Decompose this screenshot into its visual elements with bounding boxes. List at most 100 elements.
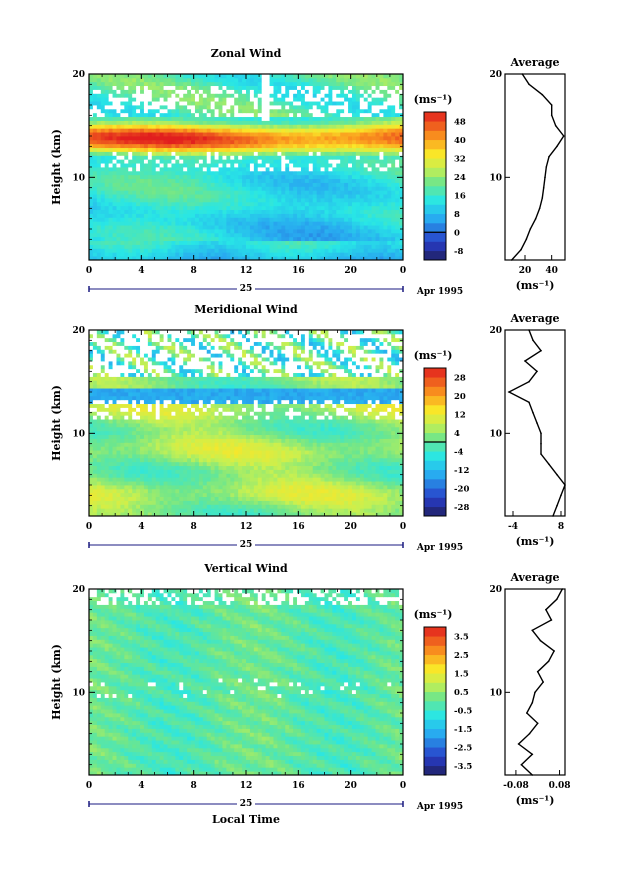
heatmap-cell	[285, 139, 290, 145]
heatmap-cell	[320, 229, 325, 234]
heatmap-cell	[179, 105, 184, 110]
heatmap-cell	[89, 477, 94, 482]
heatmap-cell	[210, 194, 216, 199]
heatmap-cell	[399, 236, 404, 242]
heatmap-cell	[140, 132, 145, 137]
heatmap-cell	[355, 167, 361, 172]
heatmap-cell	[159, 105, 164, 110]
heatmap-cell	[320, 481, 325, 486]
heatmap-cell	[159, 174, 164, 180]
heatmap-cell	[300, 477, 306, 482]
heatmap-cell	[340, 190, 345, 195]
heatmap-cell	[147, 163, 153, 168]
heatmap-cell	[277, 74, 282, 79]
heatmap-cell	[300, 124, 306, 129]
heatmap-cell	[312, 488, 318, 494]
heatmap-cell	[175, 236, 180, 242]
heatmap-cell	[112, 155, 117, 160]
heatmap-cell	[297, 500, 302, 505]
heatmap-cell	[363, 225, 369, 230]
heatmap-cell	[242, 151, 247, 156]
heatmap-cell	[281, 473, 286, 478]
heatmap-cell	[391, 170, 396, 176]
heatmap-cell	[293, 256, 298, 261]
heatmap-cell	[151, 504, 157, 509]
heatmap-cell	[132, 201, 137, 207]
heatmap-cell	[269, 174, 274, 180]
heatmap-cell	[194, 124, 200, 129]
heatmap-cell	[348, 178, 353, 183]
heatmap-cell	[171, 508, 176, 513]
heatmap-cell	[234, 512, 239, 517]
heatmap-cell	[253, 178, 259, 183]
heatmap-cell	[312, 244, 318, 249]
heatmap-cell	[297, 256, 302, 261]
heatmap-cell	[92, 120, 98, 125]
heatmap-cell	[246, 112, 251, 118]
heatmap-cell	[214, 101, 219, 106]
heatmap-cell	[147, 93, 153, 98]
heatmap-cell	[289, 217, 294, 222]
heatmap-cell	[218, 473, 223, 478]
heatmap-cell	[124, 186, 129, 191]
heatmap-cell	[324, 252, 329, 257]
heatmap-cell	[249, 105, 255, 110]
heatmap-cell	[218, 159, 223, 164]
heatmap-cell	[312, 485, 318, 490]
heatmap-cell	[112, 108, 117, 114]
heatmap-cell	[253, 481, 259, 486]
heatmap-cell	[348, 209, 353, 214]
heatmap-cell	[289, 186, 294, 191]
heatmap-cell	[379, 159, 384, 164]
heatmap-cell	[147, 186, 153, 191]
heatmap-cell	[116, 97, 121, 102]
heatmap-cell	[206, 221, 212, 226]
heatmap-cell	[336, 488, 341, 494]
heatmap-cell	[96, 229, 102, 234]
heatmap-cell	[159, 485, 164, 490]
heatmap-cell	[304, 81, 310, 87]
heatmap-cell	[269, 74, 274, 79]
heatmap-cell	[104, 213, 110, 218]
heatmap-cell	[269, 469, 274, 474]
heatmap-cell	[132, 174, 137, 180]
heatmap-cell	[210, 485, 216, 490]
heatmap-cell	[304, 116, 310, 121]
heatmap-cell	[179, 477, 184, 482]
heatmap-cell	[191, 186, 196, 191]
heatmap-cell	[234, 77, 239, 83]
heatmap-cell	[351, 124, 357, 129]
heatmap-cell	[344, 159, 349, 164]
heatmap-cell	[132, 93, 137, 98]
heatmap-cell	[179, 248, 184, 253]
heatmap-cell	[340, 112, 345, 118]
heatmap-cell	[191, 139, 196, 145]
heatmap-cell	[96, 209, 102, 214]
heatmap-cell	[96, 132, 102, 137]
heatmap-cell	[92, 128, 98, 133]
heatmap-cell	[351, 508, 357, 513]
heatmap-cell	[218, 124, 223, 129]
heatmap-cell	[210, 120, 216, 125]
heatmap-cell	[297, 108, 302, 114]
heatmap-cell	[226, 217, 231, 222]
heatmap-cell	[265, 151, 270, 156]
heatmap-cell	[355, 136, 361, 141]
heatmap-cell	[179, 116, 184, 121]
heatmap-cell	[89, 186, 94, 191]
heatmap-cell	[242, 496, 247, 501]
heatmap-cell	[261, 74, 267, 79]
heatmap-cell	[332, 504, 337, 509]
heatmap-cell	[289, 194, 294, 199]
heatmap-cell	[132, 481, 137, 486]
heatmap-cell	[226, 77, 231, 83]
heatmap-cell	[304, 194, 310, 199]
x-tick-label: 12	[240, 266, 253, 276]
heatmap-cell	[253, 198, 259, 203]
heatmap-cell	[147, 240, 153, 245]
heatmap-cell	[108, 151, 113, 156]
heatmap-cell	[214, 194, 219, 199]
heatmap-cell	[367, 229, 373, 234]
heatmap-cell	[92, 194, 98, 199]
heatmap-cell	[300, 217, 306, 222]
